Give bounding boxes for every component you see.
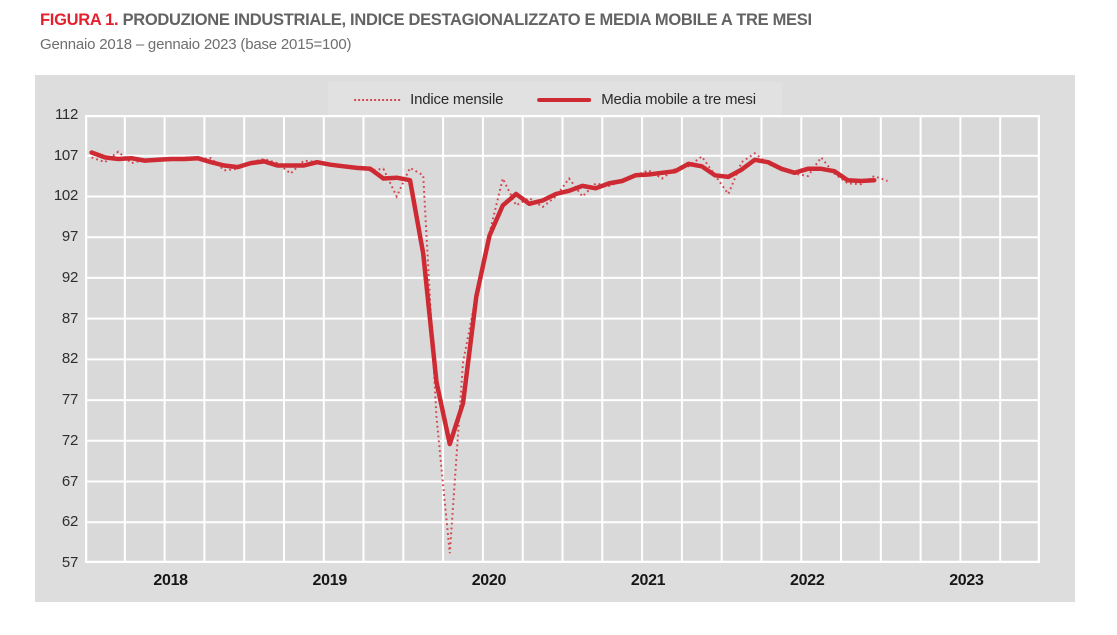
y-axis-label: 97: [61, 228, 78, 246]
legend-item-media-mobile: Media mobile a tre mesi: [537, 91, 756, 108]
x-axis-label: 2022: [790, 572, 825, 589]
y-axis-label: 57: [61, 554, 78, 571]
figure-title: PRODUZIONE INDUSTRIALE, INDICE DESTAGION…: [122, 11, 812, 29]
y-axis-label: 92: [61, 268, 78, 286]
figure-title-line: FIGURA 1. PRODUZIONE INDUSTRIALE, INDICE…: [40, 11, 1080, 30]
legend-label-indice-mensile: Indice mensile: [410, 91, 504, 108]
x-axis-label: 2018: [153, 572, 188, 589]
y-axis-label: 82: [61, 350, 78, 368]
y-axis-label: 107: [53, 146, 78, 164]
figure-subtitle: Gennaio 2018 – gennaio 2023 (base 2015=1…: [40, 36, 352, 53]
y-axis-label: 67: [61, 472, 78, 490]
legend-label-media-mobile: Media mobile a tre mesi: [601, 91, 756, 108]
line-chart-svg: [85, 115, 1040, 563]
solid-line-sample-icon: [537, 97, 592, 102]
series-media-mobile-a-tre-mesi: [89, 150, 877, 447]
y-axis-label: 102: [53, 187, 78, 205]
plot-area: [85, 115, 1040, 563]
y-axis-label: 112: [54, 106, 78, 123]
x-axis-label: 2021: [630, 572, 666, 589]
plot-border: [85, 115, 1040, 563]
y-axis-label: 72: [61, 431, 78, 449]
x-axis-label: 2020: [471, 572, 507, 589]
chart-legend: Indice mensile Media mobile a tre mesi: [328, 82, 782, 117]
y-axis-label: 87: [61, 309, 78, 327]
legend-item-indice-mensile: Indice mensile: [354, 91, 503, 108]
y-axis-label: 77: [61, 391, 78, 409]
x-axis-label: 2023: [949, 572, 984, 589]
dotted-line-sample-icon: [354, 98, 401, 101]
x-axis-label: 2019: [312, 572, 348, 589]
chart-container: Indice mensile Media mobile a tre mesi 1…: [35, 75, 1075, 602]
figure-label: FIGURA 1.: [40, 11, 119, 29]
figure-header: FIGURA 1. PRODUZIONE INDUSTRIALE, INDICE…: [40, 11, 1080, 53]
y-axis-label: 62: [61, 513, 78, 531]
